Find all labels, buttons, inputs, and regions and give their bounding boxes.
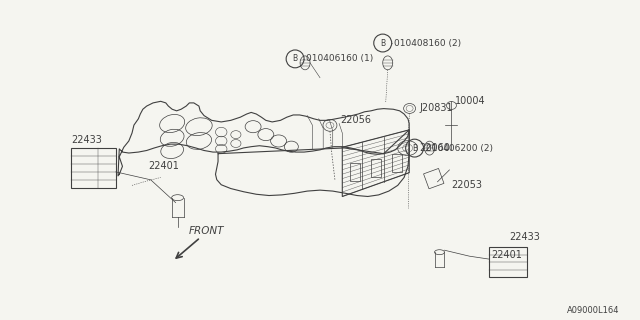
Text: 010406200 (2): 010406200 (2) bbox=[426, 144, 493, 153]
Bar bbox=[424, 168, 444, 189]
Bar bbox=[489, 247, 527, 277]
Text: 22401: 22401 bbox=[492, 250, 522, 260]
Text: A09000L164: A09000L164 bbox=[567, 306, 620, 315]
Text: 22053: 22053 bbox=[451, 180, 483, 190]
Text: B: B bbox=[380, 38, 385, 48]
Bar bbox=[392, 154, 401, 172]
Text: 22401: 22401 bbox=[148, 161, 180, 171]
Text: 010408160 (2): 010408160 (2) bbox=[394, 38, 461, 48]
Text: FRONT: FRONT bbox=[189, 226, 224, 236]
Text: J20831: J20831 bbox=[420, 103, 453, 114]
Text: B: B bbox=[412, 144, 417, 153]
Text: 10004: 10004 bbox=[456, 96, 486, 106]
Bar bbox=[371, 159, 381, 177]
Bar bbox=[350, 163, 360, 180]
Text: 22433: 22433 bbox=[71, 135, 102, 145]
Text: 22060: 22060 bbox=[420, 143, 451, 153]
Bar bbox=[71, 148, 116, 188]
Text: 22433: 22433 bbox=[509, 232, 540, 242]
Text: B: B bbox=[292, 54, 298, 63]
Text: 22056: 22056 bbox=[340, 115, 371, 125]
Text: 010406160 (1): 010406160 (1) bbox=[306, 54, 373, 63]
